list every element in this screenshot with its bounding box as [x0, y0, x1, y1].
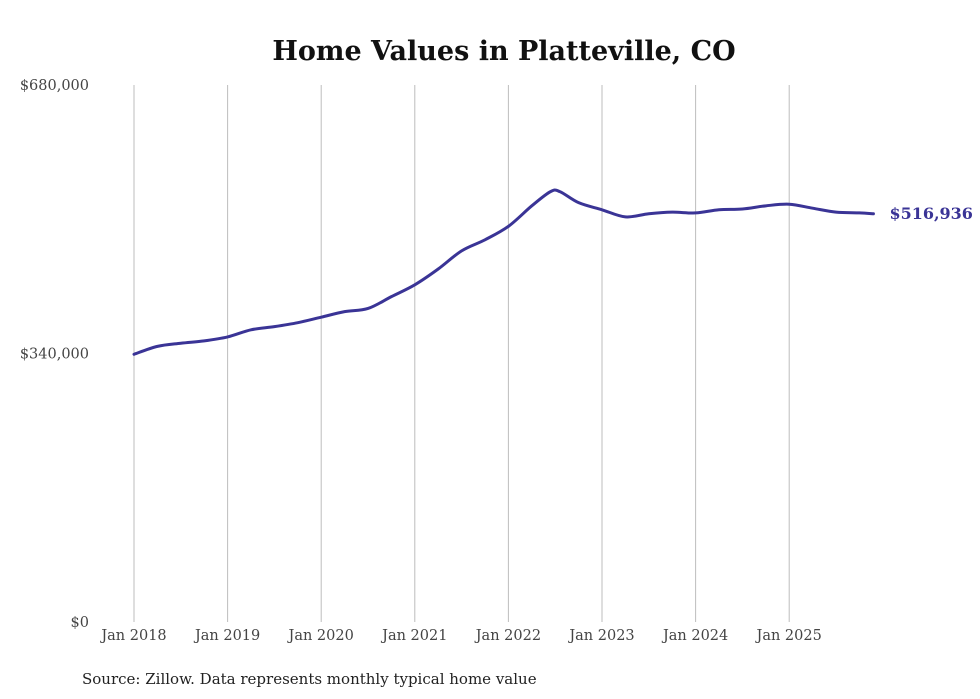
- y-tick-label: $340,000: [20, 347, 89, 363]
- x-tick-label: Jan 2020: [287, 628, 354, 644]
- end-value-label: $516,936: [889, 204, 973, 223]
- gridlines: [133, 85, 790, 622]
- x-tick-label: Jan 2025: [755, 628, 822, 644]
- x-tick-label: Jan 2024: [661, 628, 728, 644]
- x-axis: Jan 2018 Jan 2019 Jan 2020 Jan 2021 Jan 2022…: [99, 628, 822, 644]
- x-tick-label: Jan 2019: [193, 628, 260, 644]
- x-tick-label: Jan 2022: [474, 628, 541, 644]
- y-tick-label: $680,000: [20, 78, 89, 94]
- x-tick-label: Jan 2021: [380, 628, 447, 644]
- x-tick-label: Jan 2018: [99, 628, 166, 644]
- y-tick-label: $0: [71, 615, 89, 631]
- chart-title: Home Values in Platteville, CO: [272, 36, 735, 67]
- y-axis: $0 $340,000 $680,000: [20, 78, 89, 631]
- series-line: [132, 188, 875, 356]
- series: [132, 188, 875, 356]
- source-note: Source: Zillow. Data represents monthly …: [82, 670, 537, 688]
- x-tick-label: Jan 2023: [567, 628, 634, 644]
